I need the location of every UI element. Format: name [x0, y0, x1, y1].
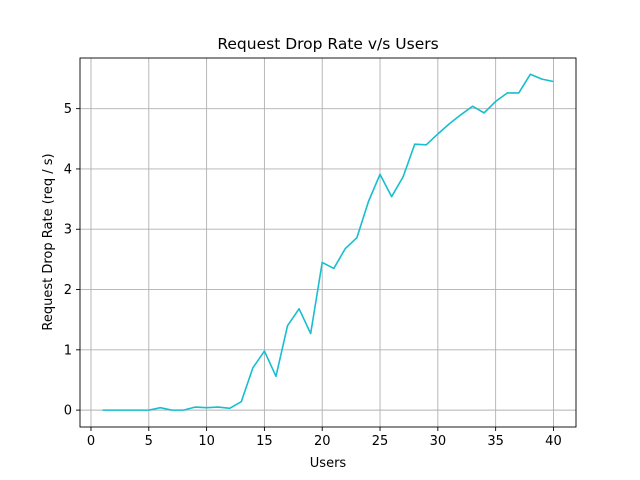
x-tick-label: 10	[198, 434, 215, 449]
x-tick-label: 30	[430, 434, 447, 449]
y-axis-label: Request Drop Rate (req / s)	[41, 153, 56, 330]
x-tick-label: 20	[314, 434, 331, 449]
y-tick-label: 2	[64, 283, 72, 298]
y-tick-label: 3	[64, 223, 72, 238]
series-line	[102, 73, 554, 411]
x-tick-label: 15	[256, 434, 273, 449]
x-tick-label: 0	[87, 434, 95, 449]
x-tick-label: 5	[145, 434, 153, 449]
axes-frame	[79, 57, 577, 428]
x-axis-label: Users	[310, 456, 347, 471]
series-group	[102, 73, 554, 411]
x-tick-label: 35	[487, 434, 504, 449]
plot-frame	[79, 57, 577, 428]
y-tick-label: 1	[64, 343, 72, 358]
x-tick-label: 25	[372, 434, 389, 449]
grid-lines	[80, 58, 576, 427]
y-tick-label: 4	[64, 162, 72, 177]
y-axis-ticks: 0 1 2 3 4 5	[64, 102, 80, 419]
y-tick-label: 5	[64, 102, 72, 117]
x-tick-label: 40	[545, 434, 562, 449]
x-axis-ticks: 0 5 10 15 20 25 30 35 40	[87, 427, 562, 449]
y-tick-label: 0	[64, 404, 72, 419]
chart-title: Request Drop Rate v/s Users	[217, 35, 438, 53]
